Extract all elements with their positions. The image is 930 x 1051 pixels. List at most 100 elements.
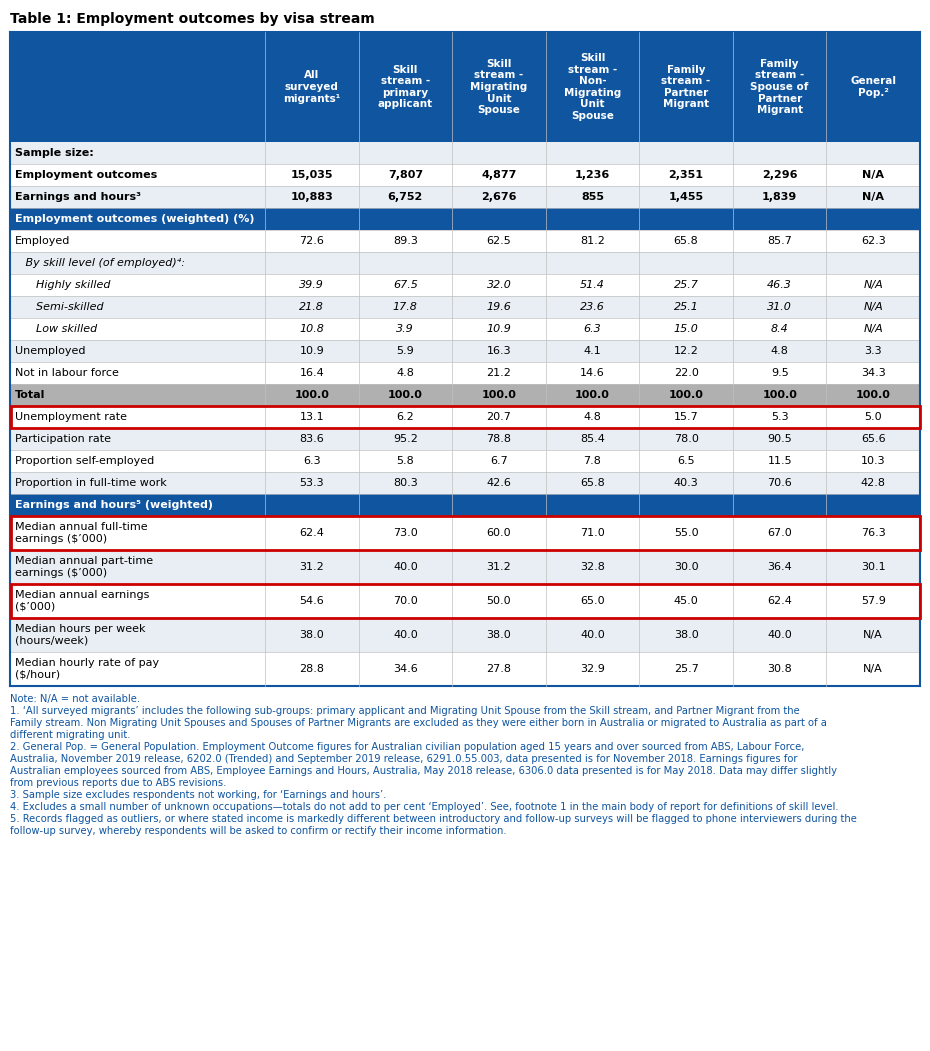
Text: 51.4: 51.4 [580, 280, 605, 290]
Text: 6.3: 6.3 [584, 324, 602, 334]
Text: 17.8: 17.8 [392, 302, 418, 312]
Text: 73.0: 73.0 [393, 528, 418, 538]
Text: 38.0: 38.0 [673, 630, 698, 640]
Text: 45.0: 45.0 [673, 596, 698, 606]
Text: 42.6: 42.6 [486, 478, 512, 488]
Text: 32.0: 32.0 [486, 280, 512, 290]
Text: 100.0: 100.0 [482, 390, 516, 400]
Text: 25.7: 25.7 [673, 664, 698, 674]
Text: 10.3: 10.3 [861, 456, 885, 466]
Bar [10, 428, 920, 450]
Text: Proportion in full-time work: Proportion in full-time work [15, 478, 166, 488]
Text: 19.6: 19.6 [486, 302, 512, 312]
Text: 100.0: 100.0 [856, 390, 891, 400]
Text: 6.5: 6.5 [677, 456, 695, 466]
Text: Sample size:: Sample size: [15, 148, 94, 158]
Text: N/A: N/A [862, 192, 884, 202]
Text: Participation rate: Participation rate [15, 434, 111, 444]
Text: 10,883: 10,883 [290, 192, 333, 202]
Text: Australian employees sourced from ABS, Employee Earnings and Hours, Australia, M: Australian employees sourced from ABS, E… [10, 766, 837, 776]
Bar [10, 450, 920, 472]
Bar [10, 494, 920, 516]
Text: 31.2: 31.2 [486, 562, 512, 572]
Text: N/A: N/A [863, 630, 884, 640]
Text: 855: 855 [581, 192, 604, 202]
Text: 100.0: 100.0 [295, 390, 329, 400]
Text: 25.1: 25.1 [673, 302, 698, 312]
Text: 2,296: 2,296 [762, 170, 797, 180]
Text: 70.0: 70.0 [393, 596, 418, 606]
Text: 3.3: 3.3 [864, 346, 882, 356]
Text: 20.7: 20.7 [486, 412, 512, 423]
Text: 65.0: 65.0 [580, 596, 605, 606]
Text: Skill
stream -
Migrating
Unit
Spouse: Skill stream - Migrating Unit Spouse [471, 59, 527, 116]
Text: 57.9: 57.9 [861, 596, 885, 606]
Text: 4.8: 4.8 [583, 412, 602, 423]
Text: 30.1: 30.1 [861, 562, 885, 572]
Text: 4.8: 4.8 [396, 368, 414, 378]
Text: Median annual full-time
earnings ($’000): Median annual full-time earnings ($’000) [15, 522, 148, 543]
Text: 32.8: 32.8 [580, 562, 605, 572]
Text: Unemployed: Unemployed [15, 346, 86, 356]
Text: Employment outcomes: Employment outcomes [15, 170, 157, 180]
Text: 23.6: 23.6 [580, 302, 605, 312]
Text: 89.3: 89.3 [392, 236, 418, 246]
Text: 7.8: 7.8 [583, 456, 602, 466]
Text: Family stream. Non Migrating Unit Spouses and Spouses of Partner Migrants are ex: Family stream. Non Migrating Unit Spouse… [10, 718, 827, 728]
Bar [10, 516, 920, 550]
Text: Family
stream -
Spouse of
Partner
Migrant: Family stream - Spouse of Partner Migran… [751, 59, 809, 116]
Text: 80.3: 80.3 [393, 478, 418, 488]
Text: All
surveyed
migrants¹: All surveyed migrants¹ [283, 70, 340, 104]
Bar [10, 230, 920, 252]
Text: Table 1: Employment outcomes by visa stream: Table 1: Employment outcomes by visa str… [10, 12, 375, 26]
Text: 15.7: 15.7 [673, 412, 698, 423]
Text: N/A: N/A [863, 280, 884, 290]
Text: 62.4: 62.4 [299, 528, 325, 538]
Text: Highly skilled: Highly skilled [15, 280, 111, 290]
Text: 34.6: 34.6 [393, 664, 418, 674]
Text: 78.0: 78.0 [673, 434, 698, 444]
Text: 40.0: 40.0 [580, 630, 605, 640]
Text: 3.9: 3.9 [396, 324, 414, 334]
Text: 25.7: 25.7 [673, 280, 698, 290]
Text: 54.6: 54.6 [299, 596, 325, 606]
Text: Unemployment rate: Unemployment rate [15, 412, 127, 423]
Text: 15,035: 15,035 [290, 170, 333, 180]
Text: 40.3: 40.3 [673, 478, 698, 488]
Text: 13.1: 13.1 [299, 412, 324, 423]
Text: By skill level (of employed)⁴:: By skill level (of employed)⁴: [15, 257, 185, 268]
Bar [10, 384, 920, 406]
Bar [10, 362, 920, 384]
Text: 46.3: 46.3 [767, 280, 792, 290]
Text: 30.8: 30.8 [767, 664, 792, 674]
Text: Employed: Employed [15, 236, 71, 246]
Text: 10.8: 10.8 [299, 324, 325, 334]
Text: 53.3: 53.3 [299, 478, 324, 488]
Text: 4,877: 4,877 [481, 170, 517, 180]
Bar [10, 142, 920, 164]
Text: 85.7: 85.7 [767, 236, 792, 246]
Text: 32.9: 32.9 [580, 664, 605, 674]
Text: Median annual part-time
earnings ($’000): Median annual part-time earnings ($’000) [15, 556, 153, 578]
Text: 5. Records flagged as outliers, or where stated income is markedly different bet: 5. Records flagged as outliers, or where… [10, 815, 857, 824]
Text: 76.3: 76.3 [861, 528, 885, 538]
Text: 65.8: 65.8 [673, 236, 698, 246]
Bar [10, 318, 920, 341]
Text: 50.0: 50.0 [486, 596, 512, 606]
Bar [10, 252, 920, 274]
Text: 85.4: 85.4 [580, 434, 605, 444]
Text: 5.8: 5.8 [396, 456, 414, 466]
Text: 1,839: 1,839 [762, 192, 797, 202]
Text: 4.1: 4.1 [584, 346, 602, 356]
Text: N/A: N/A [863, 302, 884, 312]
Text: 81.2: 81.2 [580, 236, 605, 246]
Bar [10, 584, 920, 618]
Text: 55.0: 55.0 [673, 528, 698, 538]
Text: 62.5: 62.5 [486, 236, 512, 246]
Text: 62.4: 62.4 [767, 596, 792, 606]
Text: 16.3: 16.3 [486, 346, 512, 356]
Text: different migrating unit.: different migrating unit. [10, 730, 130, 740]
Text: 67.0: 67.0 [767, 528, 792, 538]
Text: Family
stream -
Partner
Migrant: Family stream - Partner Migrant [661, 64, 711, 109]
Text: 83.6: 83.6 [299, 434, 325, 444]
